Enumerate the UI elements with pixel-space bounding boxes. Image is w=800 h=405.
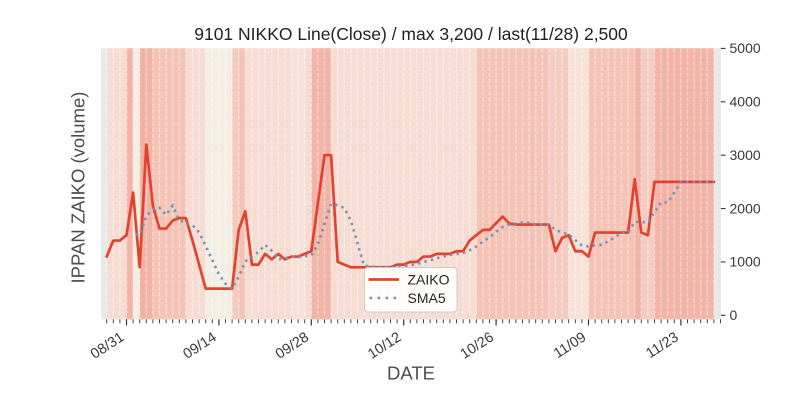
svg-text:5000: 5000 bbox=[730, 40, 761, 56]
svg-text:1000: 1000 bbox=[730, 254, 761, 270]
svg-text:0: 0 bbox=[730, 307, 738, 323]
svg-text:IPPAN ZAIKO (volume): IPPAN ZAIKO (volume) bbox=[68, 92, 89, 284]
svg-text:ZAIKO: ZAIKO bbox=[408, 272, 450, 288]
svg-text:2000: 2000 bbox=[730, 200, 761, 216]
svg-text:3000: 3000 bbox=[730, 147, 761, 163]
svg-text:DATE: DATE bbox=[387, 363, 435, 384]
svg-text:SMA5: SMA5 bbox=[408, 290, 446, 306]
svg-text:4000: 4000 bbox=[730, 94, 761, 110]
svg-text:9101 NIKKO Line(Close) / max 3: 9101 NIKKO Line(Close) / max 3,200 / las… bbox=[194, 24, 628, 44]
